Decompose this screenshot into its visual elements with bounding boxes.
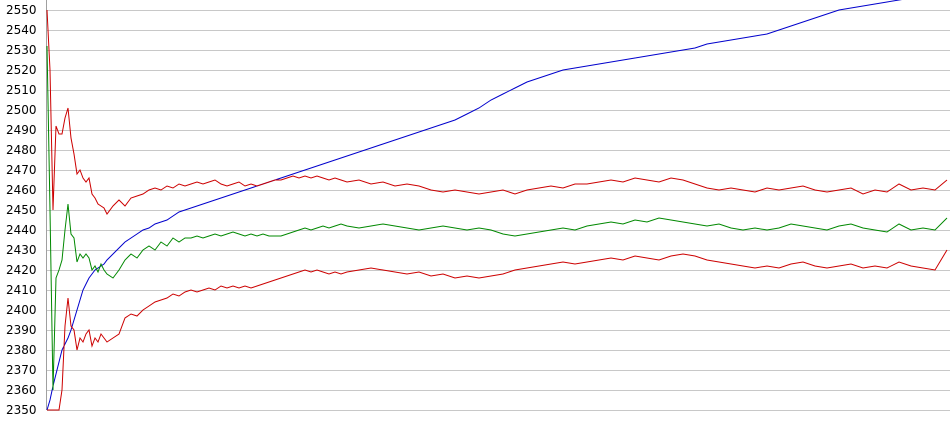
y-tick-label: 2460: [6, 183, 37, 197]
y-tick-label: 2490: [6, 123, 37, 137]
series-line-1: [46, 0, 903, 411]
y-tick-label: 2480: [6, 143, 37, 157]
y-tick-label: 2400: [6, 303, 37, 317]
y-tick-label: 2440: [6, 223, 37, 237]
y-tick-label: 2350: [6, 403, 37, 417]
y-tick-label: 2430: [6, 243, 37, 257]
y-tick-label: 2360: [6, 383, 37, 397]
y-axis-ticks: 2550 2540 2530 2520 2510 2500 2490 2480 2470 2460…: [6, 3, 37, 417]
series-line-2: [46, 9, 948, 215]
y-tick-label: 2530: [6, 43, 37, 57]
series-lines: [46, 0, 948, 411]
series-line-3: [46, 45, 948, 391]
y-tick-label: 2470: [6, 163, 37, 177]
y-tick-label: 2540: [6, 23, 37, 37]
y-tick-label: 2420: [6, 263, 37, 277]
y-tick-label: 2450: [6, 203, 37, 217]
y-tick-label: 2550: [6, 3, 37, 17]
gridlines: [47, 10, 950, 411]
y-tick-label: 2370: [6, 363, 37, 377]
y-tick-label: 2520: [6, 63, 37, 77]
y-tick-label: 2510: [6, 83, 37, 97]
y-tick-label: 2380: [6, 343, 37, 357]
series-line-4: [47, 249, 948, 411]
y-tick-label: 2390: [6, 323, 37, 337]
y-tick-label: 2500: [6, 103, 37, 117]
y-tick-label: 2410: [6, 283, 37, 297]
